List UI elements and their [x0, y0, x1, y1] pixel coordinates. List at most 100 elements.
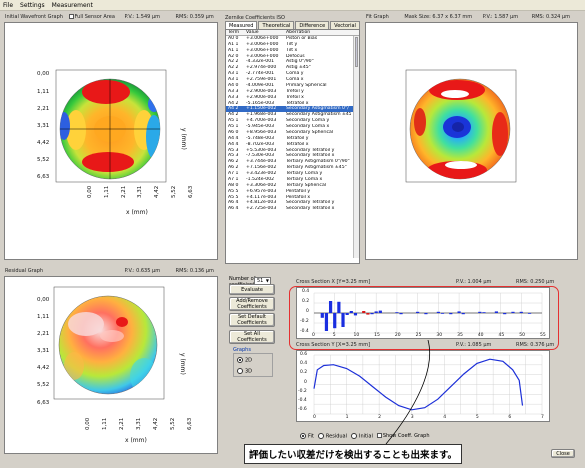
- tab-difference[interactable]: Difference: [295, 21, 330, 30]
- radio-2d[interactable]: 2D: [237, 357, 272, 364]
- initial-y-tick: 0,00: [37, 71, 50, 77]
- tab-theoretical[interactable]: Theoretical: [258, 21, 295, 30]
- zernike-row[interactable]: A5 3 -7.530e-003 Secondary Tetrafoil x: [226, 153, 359, 159]
- zernike-aberration: Pentafoil x: [286, 194, 311, 200]
- zernike-row[interactable]: A6 0 +8.956e-003 Secondary Spherical: [226, 130, 359, 136]
- zernike-aberration: Tertiary Astigmatism 0°/90°: [286, 159, 350, 165]
- zernike-value: -5.165e-003: [246, 100, 275, 106]
- zernike-row[interactable]: A6 2 +3.744e-003 Tertiary Astigmatism 0°/9…: [226, 159, 359, 165]
- zernike-term: A1 1: [228, 41, 239, 47]
- zernike-value: +3.006e+000: [246, 47, 279, 53]
- radio-3d[interactable]: 3D: [237, 367, 272, 374]
- zernike-aberration: Secondary Tetrafoil x: [286, 206, 335, 212]
- zernike-row[interactable]: A3 3 +2.900e-003 Trefoil x: [226, 95, 359, 101]
- zernike-aberration: Astig ±45°: [286, 65, 311, 71]
- set-default-coefficients-button[interactable]: Set Default Coefficients: [229, 313, 275, 327]
- zernike-row[interactable]: A5 5 +4.117e-003 Pentafoil x: [226, 195, 359, 201]
- zernike-row[interactable]: A4 2 +1.968e-003 Secondary Astigmatism ±45…: [226, 112, 359, 118]
- cross-x-x-tick: 15: [374, 333, 380, 338]
- full-sensor-area-checkbox[interactable]: [68, 14, 74, 19]
- zernike-row[interactable]: A7 1 +3.423e-002 Tertiary Coma y: [226, 171, 359, 177]
- zernike-aberration: Secondary Coma x: [286, 124, 330, 129]
- bar: [341, 313, 345, 327]
- radio-residual[interactable]: Residual: [317, 433, 347, 440]
- zernike-value: +3.006e+000: [246, 41, 279, 47]
- bar: [378, 310, 382, 313]
- zernike-row[interactable]: A3 1 +2.759e-001 Coma x: [226, 77, 359, 83]
- tab-vectorial[interactable]: Vectorial: [330, 21, 360, 30]
- initial-y-tick: 5,52: [37, 157, 50, 163]
- zernike-row[interactable]: A8 0 +3.306e-002 Tertiary Spherical: [226, 183, 359, 189]
- cross-x-bars: [320, 301, 532, 331]
- zernike-row[interactable]: A6 4 +4.812e-003 Secondary Tetrafoil y: [226, 200, 359, 206]
- close-button[interactable]: Close: [551, 449, 575, 458]
- initial-x-tick: 3,31: [137, 185, 143, 198]
- radio-dot-icon: [237, 357, 243, 363]
- radio-dot-icon: [300, 433, 306, 439]
- zernike-term: A6 4: [228, 200, 239, 206]
- zernike-scroll-thumb[interactable]: [355, 37, 358, 67]
- zernike-row[interactable]: A0 0 +3.006e+000 Piston or Bias: [226, 36, 359, 42]
- radio-initial-label: Initial: [359, 433, 373, 440]
- residual-x-tick: 0,00: [85, 417, 91, 430]
- residual-x-tick: 3,31: [136, 417, 142, 430]
- cross-x-x-tick: 20: [394, 333, 401, 338]
- radio-initial[interactable]: Initial: [351, 433, 373, 440]
- zernike-row[interactable]: A5 5 +6.957e-003 Pentafoil y: [226, 189, 359, 195]
- initial-x-tick: 5,52: [171, 185, 177, 198]
- zernike-row[interactable]: A5 1 +4.700e-003 Secondary Coma y: [226, 118, 359, 124]
- bar: [366, 313, 370, 315]
- zernike-value: -4.009e-001: [246, 82, 275, 88]
- menu-settings[interactable]: Settings: [20, 1, 45, 9]
- menu-measurement[interactable]: Measurement: [51, 1, 93, 9]
- zernike-value: +1.968e-003: [246, 112, 277, 118]
- zernike-row[interactable]: A4 4 -5.748e-003 Tetrafoil y: [226, 136, 359, 142]
- show-coeff-checkbox[interactable]: Show Coeff. Graph: [376, 433, 430, 439]
- cross-y-rms: RMS: 0.376 µm: [516, 342, 555, 348]
- zernike-scrollbar[interactable]: [353, 36, 359, 258]
- zernike-aberration: Tertiary Spherical: [286, 182, 327, 188]
- zernike-row[interactable]: A1 1 +3.006e+000 Tilt y: [226, 42, 359, 48]
- set-all-coefficients-button[interactable]: Set All Coefficients: [229, 330, 275, 344]
- zernike-row[interactable]: A2 2 -4.332e-001 Astig 0°/90°: [226, 59, 359, 65]
- zernike-row[interactable]: A2 2 +2.974e-000 Astig ±45°: [226, 65, 359, 71]
- zernike-row[interactable]: A6 2 +7.156e-002 Tertiary Astigmatism ±45°: [226, 165, 359, 171]
- residual-x-tick: 6,63: [187, 417, 193, 430]
- zernike-value: +4.700e-003: [246, 118, 277, 124]
- zernike-aberration: Secondary Astigmatism 0°/: [286, 106, 349, 112]
- bar: [482, 312, 486, 313]
- zernike-row[interactable]: A3 1 -2.774e-001 Coma y: [226, 71, 359, 77]
- zernike-tabs: Measured Theoretical Difference Vectoria…: [225, 21, 361, 30]
- evaluate-button[interactable]: Evaluate: [229, 284, 275, 295]
- zernike-term: A4 2: [228, 100, 239, 106]
- zernike-row[interactable]: A6 4 +2.725e-003 Secondary Tetrafoil x: [226, 206, 359, 212]
- zernike-term: A3 3: [228, 94, 239, 100]
- bar: [457, 311, 461, 313]
- zernike-row[interactable]: A4 0 -4.009e-001 Primary Spherical: [226, 83, 359, 89]
- menu-file[interactable]: File: [3, 1, 14, 9]
- radio-fit-label: Fit: [308, 433, 314, 440]
- radio-fit[interactable]: Fit: [300, 433, 314, 440]
- zernike-row[interactable]: A7 1 -1.524e-002 Tertiary Coma x: [226, 177, 359, 183]
- tab-measured[interactable]: Measured: [225, 21, 258, 30]
- initial-x-label: x (mm): [126, 209, 148, 216]
- zernike-row[interactable]: A3 3 +2.900e-003 Trefoil y: [226, 89, 359, 95]
- zernike-row[interactable]: A4 2 +1.150e-002 Secondary Astigmatism 0°/: [226, 106, 359, 113]
- zernike-row[interactable]: A5 1 -5.945e-003 Secondary Coma x: [226, 124, 359, 130]
- zernike-term: A8 0: [228, 182, 239, 188]
- zernike-value: -7.530e-003: [246, 153, 275, 159]
- initial-wavefront-plot: [55, 69, 167, 183]
- zernike-value: +6.957e-003: [246, 188, 277, 194]
- zernike-row[interactable]: A1 1 +3.006e+000 Tilt x: [226, 48, 359, 54]
- cross-x-x-tick: 40: [477, 333, 484, 338]
- zernike-value: +3.744e-003: [246, 159, 277, 165]
- zernike-term: A6 2: [228, 159, 239, 165]
- zernike-row[interactable]: A2 0 +3.006e+000 Defocus: [226, 54, 359, 60]
- residual-y-label: y (mm): [179, 353, 186, 375]
- zernike-term: A4 0: [228, 82, 239, 88]
- zernike-row[interactable]: A5 3 +5.530e-003 Secondary Tetrafoil y: [226, 148, 359, 154]
- zernike-row[interactable]: A4 2 -5.165e-003 Tetrafoil x: [226, 101, 359, 107]
- bar: [395, 312, 399, 313]
- zernike-row[interactable]: A4 4 -8.702e-003 Tetrafoil x: [226, 142, 359, 148]
- add-remove-coefficients-button[interactable]: Add/Remove Coefficients: [229, 297, 275, 311]
